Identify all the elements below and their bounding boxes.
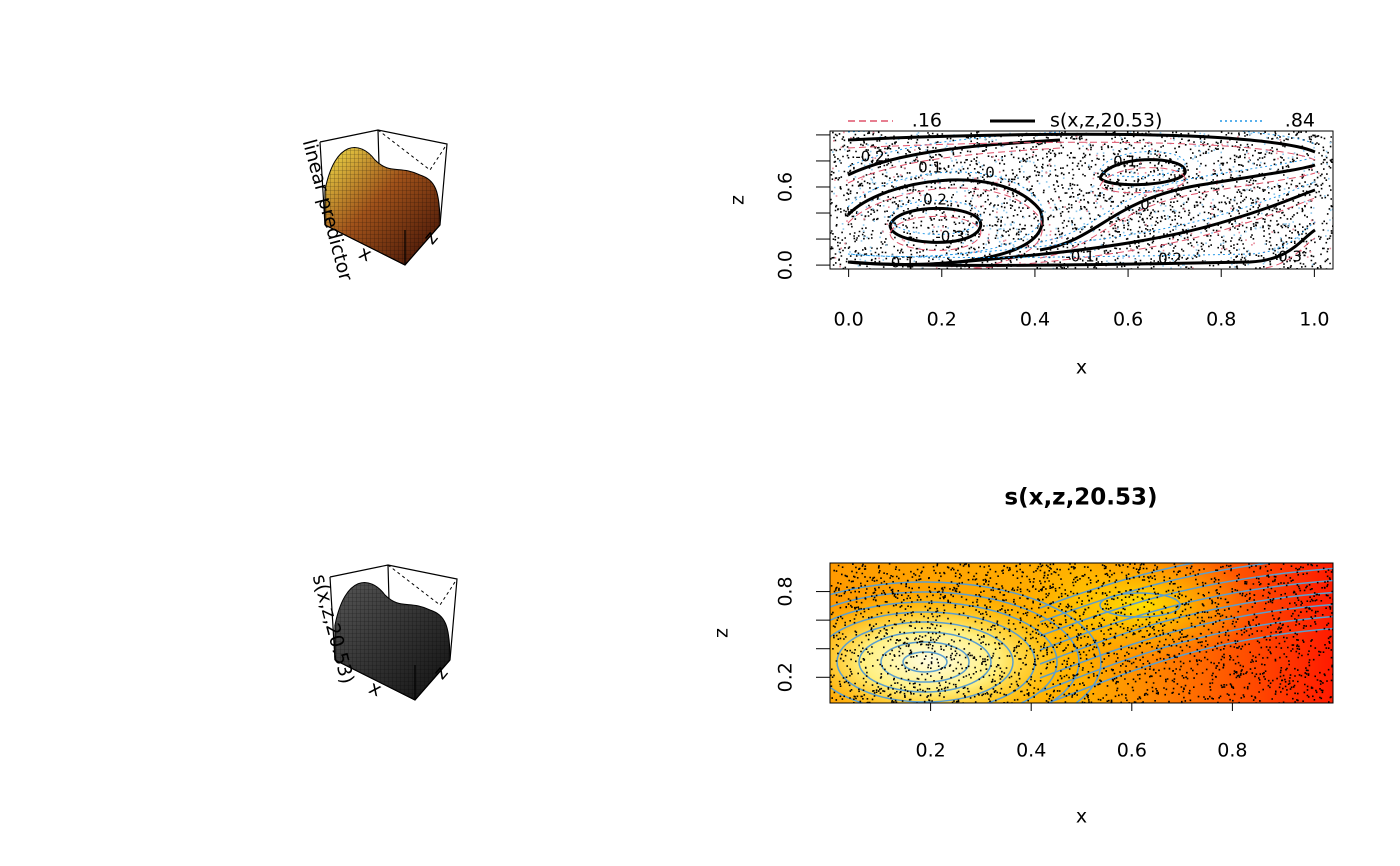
x-tick-label: 1.0 bbox=[1299, 309, 1329, 331]
contour-label: -0.3 bbox=[935, 228, 964, 246]
x-axis-label: x bbox=[356, 242, 375, 267]
contour-label: -0.1 bbox=[885, 254, 914, 272]
y-axis-label: z bbox=[727, 195, 749, 205]
contour-upper bbox=[847, 221, 1316, 258]
contour-upper bbox=[919, 181, 1316, 258]
contour-line bbox=[1039, 615, 1333, 693]
contour-line bbox=[1099, 592, 1181, 618]
plot-frame bbox=[829, 130, 1334, 270]
x-axis-label: x bbox=[1076, 806, 1087, 828]
box-hidden bbox=[377, 129, 448, 171]
y-tick-label: 0.0 bbox=[775, 250, 797, 280]
x-axis-label: x bbox=[1076, 357, 1087, 379]
contour-lower bbox=[1254, 237, 1316, 269]
contour-line bbox=[1039, 563, 1197, 609]
contour-lower bbox=[1039, 172, 1316, 259]
x-axis-label: x bbox=[366, 677, 385, 702]
x-tick-label: 0.2 bbox=[927, 309, 957, 331]
contour-upper bbox=[847, 131, 1316, 145]
surface-mesh bbox=[325, 147, 440, 265]
contour-line bbox=[880, 641, 970, 683]
contour-label: 0 bbox=[985, 164, 995, 182]
contour-line bbox=[830, 581, 1102, 703]
contour-label: 0.3 bbox=[1278, 248, 1302, 266]
x-tick-label: 0.8 bbox=[1206, 309, 1236, 331]
box-front bbox=[334, 625, 451, 701]
contour-label: 0.2 bbox=[1158, 250, 1182, 268]
contour-line bbox=[847, 132, 1316, 154]
contour-line bbox=[1039, 563, 1276, 623]
contour-line bbox=[1045, 627, 1333, 703]
x-tick-label: 0.4 bbox=[1020, 309, 1050, 331]
y-axis-label: z bbox=[711, 628, 733, 638]
contour-label: 0.2 bbox=[923, 191, 947, 209]
x-tick-label: 0.4 bbox=[1016, 740, 1046, 762]
contour-label: -0.1 bbox=[1065, 248, 1094, 266]
contour-label: 0.1 bbox=[918, 159, 942, 177]
legend-label: .84 bbox=[1285, 110, 1315, 132]
contour-lower bbox=[889, 216, 982, 251]
box-front bbox=[324, 190, 441, 266]
contour-line bbox=[888, 207, 983, 244]
x-tick-label: 0.2 bbox=[915, 740, 945, 762]
x-tick-label: 0.6 bbox=[1113, 309, 1143, 331]
legend-label: s(x,z,20.53) bbox=[1050, 110, 1162, 132]
contour-line bbox=[902, 651, 948, 673]
contour-line bbox=[1039, 163, 1316, 252]
data-points bbox=[830, 563, 1333, 703]
contour-line bbox=[847, 228, 1316, 267]
y-tick-label: 0.2 bbox=[775, 662, 797, 692]
x-tick-label: 0.6 bbox=[1117, 740, 1147, 762]
plot-area bbox=[830, 563, 1333, 703]
plot-frame bbox=[829, 562, 1334, 704]
surface-mesh bbox=[335, 582, 450, 700]
contour-line bbox=[1039, 579, 1333, 651]
contour-line bbox=[1039, 567, 1333, 637]
box-hidden bbox=[387, 564, 458, 606]
contour-lower bbox=[847, 147, 1061, 184]
y-tick-label: 0.6 bbox=[775, 172, 797, 202]
contour-upper bbox=[1039, 156, 1316, 243]
x-tick-label: 0.0 bbox=[834, 309, 864, 331]
contour-label: -0.2 bbox=[855, 148, 884, 166]
contour-line bbox=[1098, 158, 1187, 187]
contour-lower bbox=[1099, 167, 1186, 194]
contour-label: 0.1 bbox=[1113, 153, 1137, 171]
contour-upper bbox=[889, 200, 982, 235]
y-tick-label: 0.8 bbox=[775, 576, 797, 606]
contour-lower bbox=[847, 141, 1316, 161]
legend-label: .16 bbox=[912, 110, 942, 132]
perspective-plot: s(x,z,20.53)xz bbox=[308, 564, 458, 702]
data-points bbox=[830, 131, 1333, 269]
chart-title: s(x,z,20.53) bbox=[1004, 485, 1157, 511]
contour-line bbox=[830, 601, 1058, 703]
plot-area bbox=[830, 131, 1333, 269]
contour-upper bbox=[847, 171, 1043, 257]
contour-line bbox=[830, 591, 1080, 703]
contour-line bbox=[847, 138, 1061, 177]
x-tick-label: 0.8 bbox=[1217, 740, 1247, 762]
contour-label: 0 bbox=[1140, 196, 1150, 214]
contour-lower bbox=[847, 187, 1043, 269]
contour-line bbox=[1039, 591, 1333, 665]
